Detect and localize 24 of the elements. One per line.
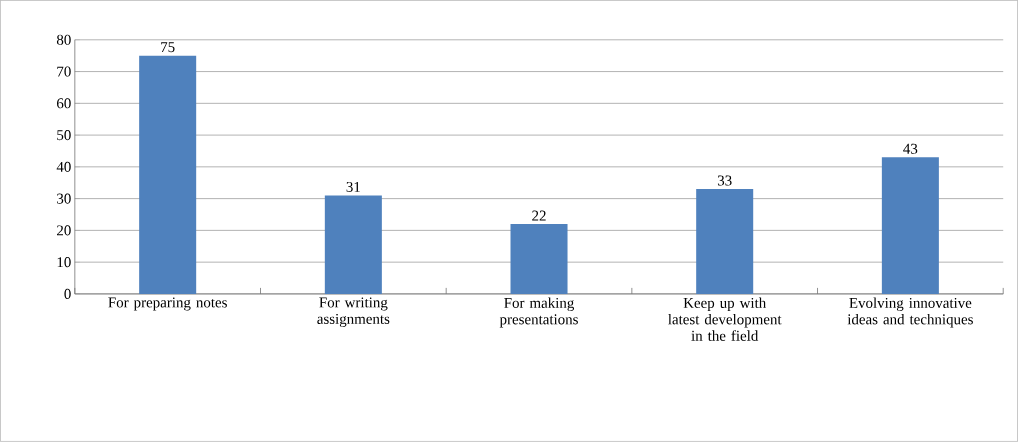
bar (324, 195, 382, 295)
x-tick-label: For making presentations (499, 297, 578, 328)
x-tick-label: Keep up with latest development in the field (668, 297, 782, 341)
x-tick-label: For writing assignments (317, 297, 390, 328)
y-tick-label: 70 (57, 66, 71, 77)
x-tick-label: For preparing notes (108, 297, 227, 311)
y-tick-label: 50 (57, 130, 71, 141)
y-tick-label: 10 (57, 257, 71, 268)
data-label: 33 (717, 175, 732, 186)
bar (881, 157, 939, 295)
data-label: 31 (346, 181, 360, 193)
x-tick-label: Evolving innovative ideas and techniques (847, 297, 973, 328)
y-tick-label: 80 (56, 34, 71, 45)
data-label: 43 (903, 143, 918, 154)
y-tick-label: 20 (57, 225, 71, 236)
bar (696, 189, 754, 295)
data-label: 22 (532, 210, 546, 221)
data-label: 75 (161, 42, 175, 53)
bar (139, 55, 197, 295)
y-tick-label: 0 (64, 288, 71, 300)
y-tick-label: 30 (57, 193, 71, 204)
y-tick-label: 40 (56, 161, 71, 173)
y-tick-label: 60 (57, 98, 71, 109)
bar (510, 224, 568, 295)
